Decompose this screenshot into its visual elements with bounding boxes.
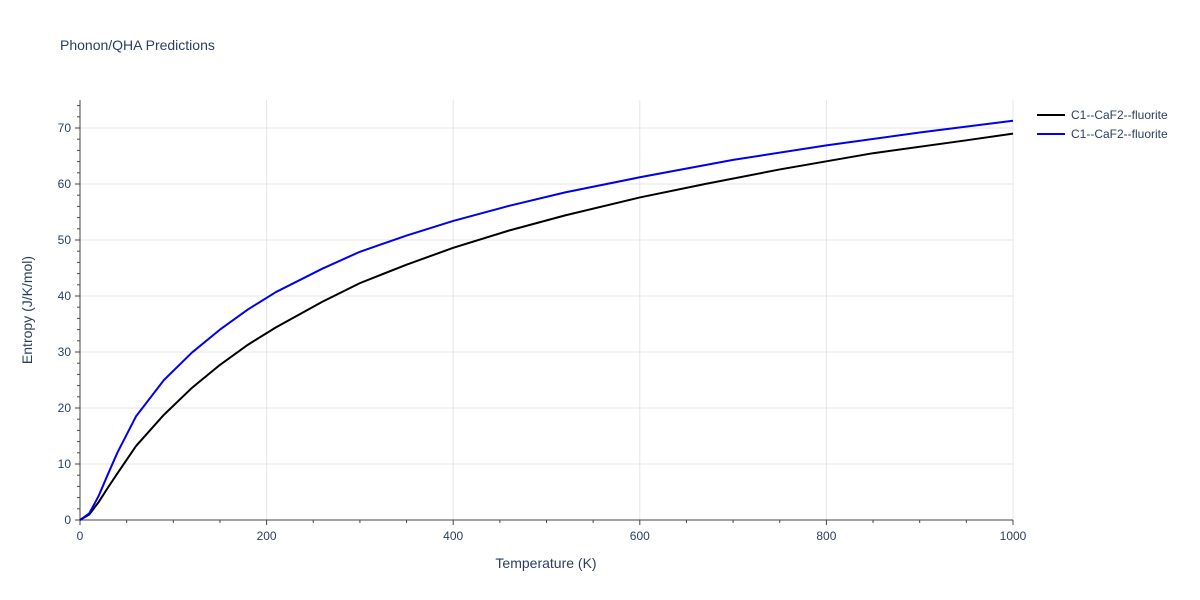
y-tick-label: 10 <box>58 457 72 471</box>
y-tick-label: 60 <box>58 177 72 191</box>
x-tick-label: 0 <box>77 529 84 543</box>
series-line-1 <box>79 132 1014 521</box>
legend-item-2[interactable]: C1--CaF2--fluorite <box>1037 127 1168 141</box>
y-tick-label: 50 <box>58 233 72 247</box>
legend[interactable]: C1--CaF2--fluorite C1--CaF2--fluorite <box>1037 108 1168 141</box>
y-axis-label: Entropy (J/K/mol) <box>19 256 35 364</box>
legend-item-1[interactable]: C1--CaF2--fluorite <box>1037 108 1168 122</box>
x-tick-label: 600 <box>630 529 650 543</box>
chart-title: Phonon/QHA Predictions <box>60 37 215 53</box>
y-tick-label: 0 <box>64 513 71 527</box>
legend-label: C1--CaF2--fluorite <box>1071 127 1168 141</box>
x-axis-label: Temperature (K) <box>495 555 596 571</box>
axes: 0 200 400 600 800 1000 0 10 20 30 40 50 60 70 <box>58 100 1027 543</box>
y-tick-label: 30 <box>58 345 72 359</box>
series-lines <box>79 119 1014 521</box>
y-tick-label: 20 <box>58 401 72 415</box>
y-tick-label: 70 <box>58 121 72 135</box>
legend-label: C1--CaF2--fluorite <box>1071 108 1168 122</box>
y-tick-label: 40 <box>58 289 72 303</box>
gridlines <box>80 100 1014 520</box>
x-tick-label: 800 <box>816 529 836 543</box>
x-tick-label: 1000 <box>1000 529 1027 543</box>
x-tick-label: 400 <box>443 529 463 543</box>
x-tick-label: 200 <box>257 529 277 543</box>
series-line-2 <box>79 119 1014 521</box>
